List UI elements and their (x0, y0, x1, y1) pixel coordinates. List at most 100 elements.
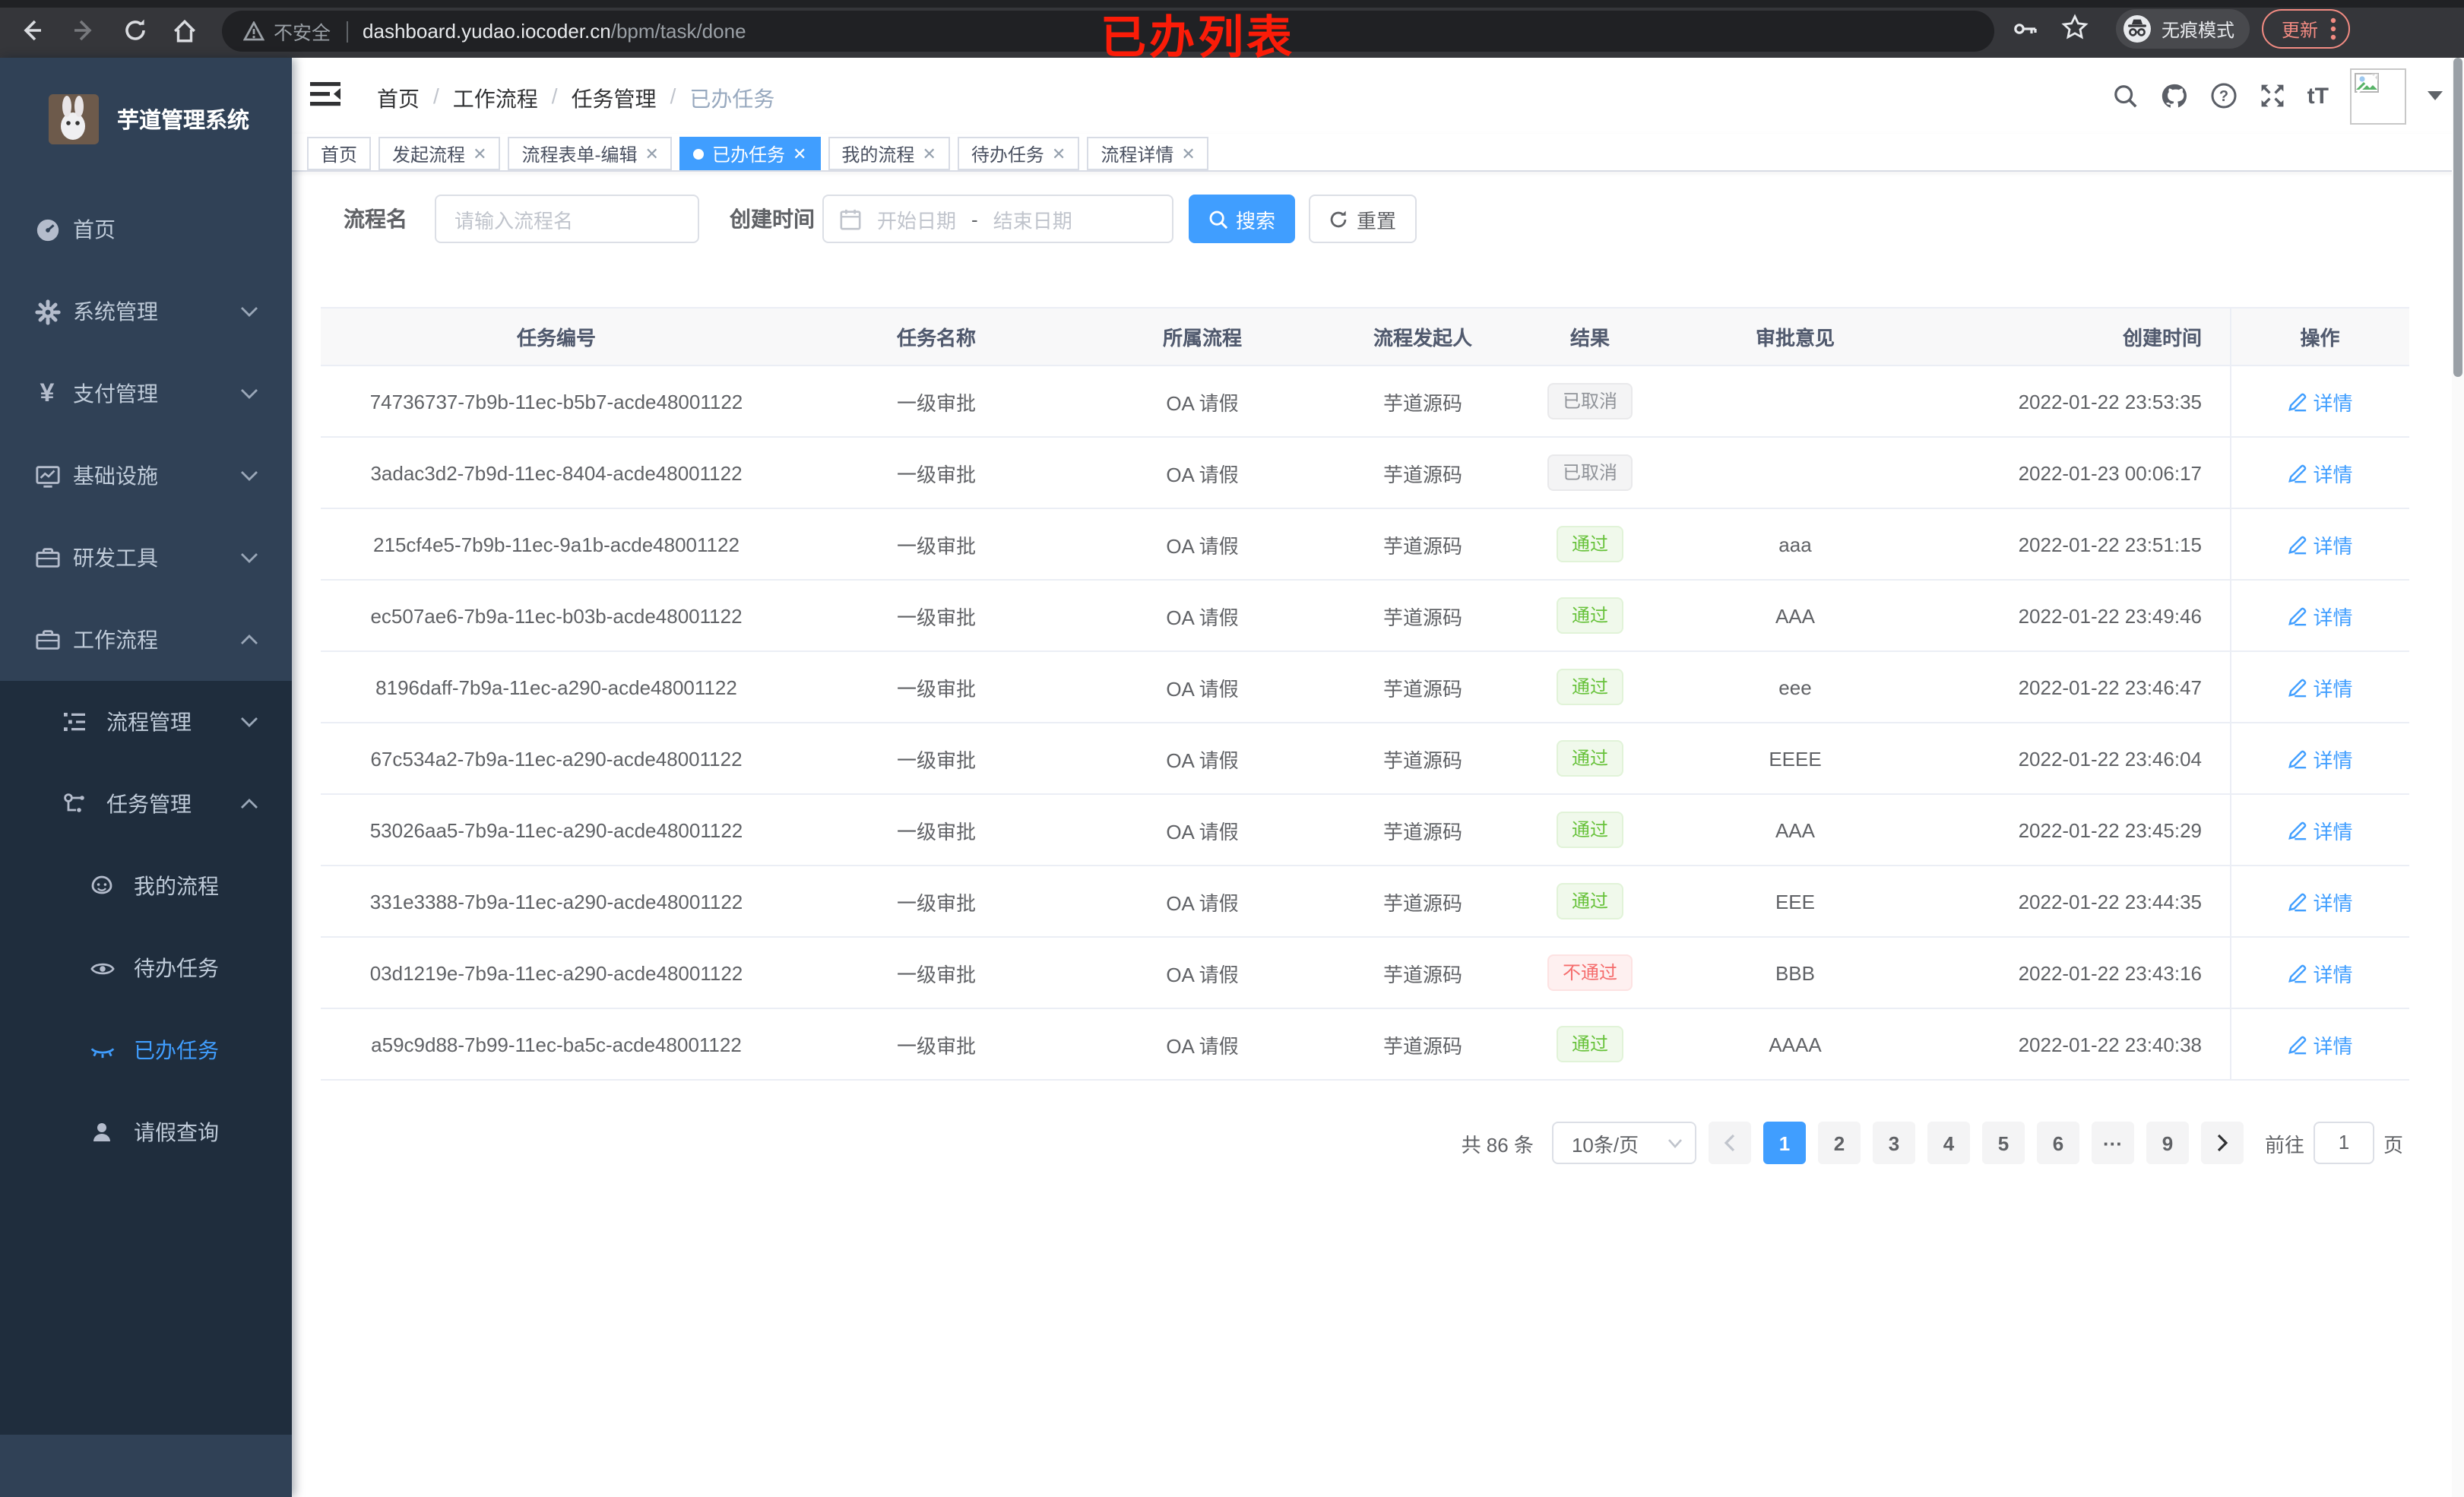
page-button-3[interactable]: 3 (1872, 1122, 1915, 1164)
breadcrumb-task-mgmt[interactable]: 任务管理 (571, 87, 657, 111)
tab-todo-tasks[interactable]: 待办任务 ✕ (957, 137, 1080, 170)
security-label[interactable]: 不安全 (274, 23, 331, 44)
update-label[interactable]: 更新 (2282, 19, 2319, 40)
page-button-4[interactable]: 4 (1927, 1122, 1970, 1164)
sidebar-item-home[interactable]: 首页 (0, 188, 292, 271)
detail-button[interactable]: 详情 (2287, 387, 2353, 416)
reset-button[interactable]: 重置 (1309, 195, 1417, 243)
scrollbar-thumb[interactable] (2453, 58, 2462, 377)
cell-created: 2022-01-22 23:45:29 (1932, 794, 2230, 866)
help-icon[interactable]: ? (2210, 82, 2238, 109)
page-button-5[interactable]: 5 (1981, 1122, 2025, 1164)
fullscreen-icon[interactable] (2259, 82, 2286, 109)
cell-process: OA 请假 (1081, 937, 1324, 1009)
result-tag: 通过 (1556, 812, 1623, 848)
detail-button[interactable]: 详情 (2287, 744, 2353, 773)
tab-done-tasks[interactable]: 已办任务 ✕ (679, 137, 821, 170)
avatar[interactable] (2350, 68, 2406, 124)
sidebar-item-todo-tasks[interactable]: 待办任务 (0, 927, 292, 1009)
sidebar-item-devtools[interactable]: 研发工具 (0, 517, 292, 599)
flow-branch-icon (61, 790, 88, 818)
page-ellipsis[interactable]: ··· (2091, 1122, 2134, 1164)
cell-task-id: 215cf4e5-7b9b-11ec-9a1b-acde48001122 (321, 508, 792, 581)
page-button-1[interactable]: 1 (1762, 1122, 1806, 1164)
search-icon[interactable] (2113, 83, 2139, 109)
done-task-table: 任务编号 任务名称 所属流程 流程发起人 结果 审批意见 创建时间 操作 747… (321, 307, 2409, 1081)
cell-process: OA 请假 (1081, 508, 1324, 581)
sidebar-item-label: 请假查询 (134, 1120, 219, 1144)
cell-starter: 芋道源码 (1324, 366, 1522, 438)
sidebar-item-payment[interactable]: ¥ 支付管理 (0, 353, 292, 435)
cell-process: OA 请假 (1081, 794, 1324, 866)
browser-home-button[interactable] (167, 14, 201, 47)
cell-task-id: 03d1219e-7b9a-11ec-a290-acde48001122 (321, 937, 792, 1009)
date-range-input[interactable]: 开始日期 - 结束日期 (822, 195, 1173, 243)
page-size-select[interactable]: 10条/页 (1551, 1122, 1696, 1164)
process-name-input[interactable]: 请输入流程名 (435, 195, 699, 243)
detail-button[interactable]: 详情 (2287, 815, 2353, 844)
cell-process: OA 请假 (1081, 366, 1324, 438)
page-button-9[interactable]: 9 (2146, 1122, 2189, 1164)
github-icon[interactable] (2160, 81, 2189, 110)
page-scrollbar[interactable] (2452, 58, 2464, 1497)
goto-page-input[interactable]: 1 (2313, 1122, 2374, 1164)
detail-button[interactable]: 详情 (2287, 458, 2353, 487)
page-button-2[interactable]: 2 (1817, 1122, 1861, 1164)
close-icon[interactable]: ✕ (792, 145, 807, 163)
detail-button[interactable]: 详情 (2287, 958, 2353, 987)
tab-home[interactable]: 首页 (307, 137, 372, 170)
tab-my-process[interactable]: 我的流程 ✕ (828, 137, 950, 170)
sidebar-collapse-icon[interactable] (310, 81, 340, 111)
font-size-icon[interactable]: tT (2307, 83, 2329, 109)
browser-back-button[interactable] (15, 14, 49, 47)
page-button-6[interactable]: 6 (2036, 1122, 2079, 1164)
breadcrumb-workflow[interactable]: 工作流程 (452, 87, 538, 111)
chevron-down-icon (240, 388, 258, 400)
search-button[interactable]: 搜索 (1189, 195, 1295, 243)
sidebar-item-leave-query[interactable]: 请假查询 (0, 1091, 292, 1173)
cell-actions: 详情 (2229, 437, 2409, 509)
browser-forward-button[interactable] (67, 14, 100, 47)
close-icon[interactable]: ✕ (1051, 145, 1066, 163)
detail-button[interactable]: 详情 (2287, 887, 2353, 916)
sidebar-item-infra[interactable]: 基础设施 (0, 435, 292, 517)
detail-button[interactable]: 详情 (2287, 601, 2353, 630)
breadcrumb-home[interactable]: 首页 (377, 87, 420, 111)
tab-start-process[interactable]: 发起流程 ✕ (378, 137, 501, 170)
sidebar-item-task-mgmt[interactable]: 任务管理 (0, 763, 292, 845)
sidebar-item-workflow[interactable]: 工作流程 (0, 599, 292, 681)
cell-process: OA 请假 (1081, 580, 1324, 652)
sidebar-item-process-mgmt[interactable]: 流程管理 (0, 681, 292, 763)
tab-process-detail[interactable]: 流程详情 ✕ (1087, 137, 1209, 170)
avatar-dropdown-caret[interactable] (2428, 91, 2443, 108)
close-icon[interactable]: ✕ (922, 145, 936, 163)
app-logo[interactable]: 芋道管理系统 (0, 58, 292, 167)
sidebar-item-label: 已办任务 (134, 1038, 219, 1062)
close-icon[interactable]: ✕ (1181, 145, 1196, 163)
cell-actions: 详情 (2229, 866, 2409, 938)
close-icon[interactable]: ✕ (473, 145, 487, 163)
table-row: 3adac3d2-7b9d-11ec-8404-acde48001122 一级审… (321, 437, 2409, 509)
tab-form-edit[interactable]: 流程表单-编辑 ✕ (508, 137, 673, 170)
cell-task-name: 一级审批 (792, 937, 1081, 1009)
next-page-button[interactable] (2200, 1122, 2244, 1164)
cell-task-id: 74736737-7b9b-11ec-b5b7-acde48001122 (321, 366, 792, 438)
browser-update-button[interactable]: 更新 (2262, 9, 2351, 49)
close-icon[interactable]: ✕ (645, 145, 659, 163)
bookmark-star-icon[interactable] (2061, 14, 2089, 41)
browser-menu-icon[interactable] (2330, 17, 2336, 41)
password-key-icon[interactable] (2013, 17, 2038, 41)
url-bar[interactable]: 不安全 dashboard.yudao.iocoder.cn/bpm/task/… (222, 11, 1994, 52)
cell-created: 2022-01-22 23:49:46 (1932, 580, 2230, 652)
detail-button[interactable]: 详情 (2287, 673, 2353, 701)
calendar-icon (839, 207, 862, 230)
prev-page-button[interactable] (1708, 1122, 1751, 1164)
cell-task-name: 一级审批 (792, 508, 1081, 581)
browser-reload-button[interactable] (119, 14, 152, 47)
detail-button[interactable]: 详情 (2287, 1030, 2353, 1059)
sidebar-item-done-tasks[interactable]: 已办任务 (0, 1009, 292, 1091)
sidebar-item-my-process[interactable]: 我的流程 (0, 845, 292, 927)
sidebar-item-system[interactable]: 系统管理 (0, 271, 292, 353)
detail-button[interactable]: 详情 (2287, 530, 2353, 559)
navbar-actions: ? tT (2113, 58, 2443, 134)
